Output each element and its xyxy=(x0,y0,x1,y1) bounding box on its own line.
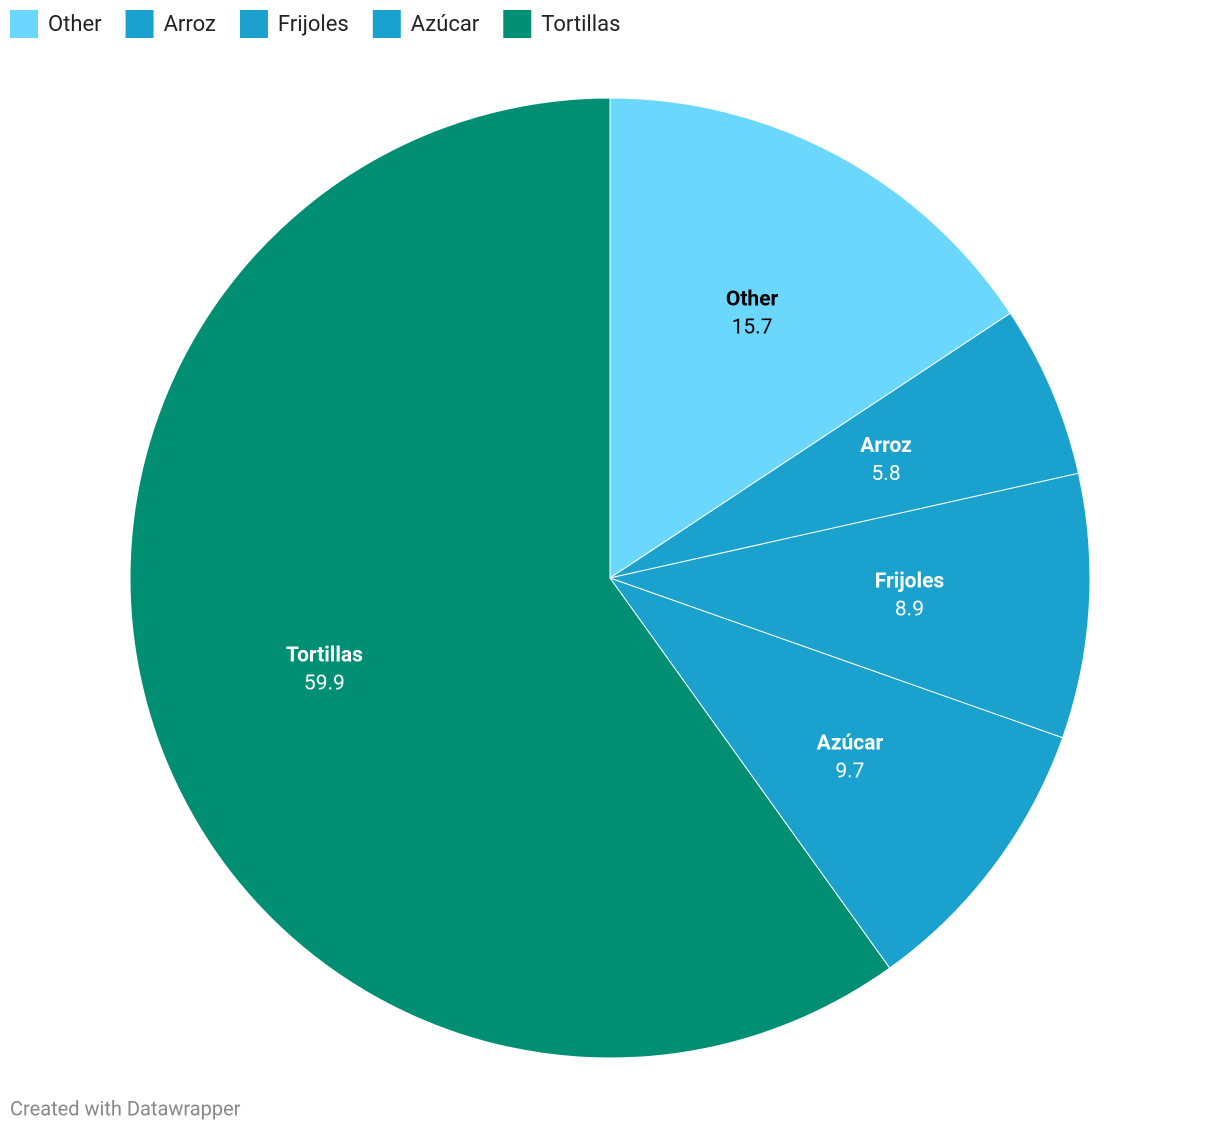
slice-value: 15.7 xyxy=(732,315,773,339)
credit: Created with Datawrapper xyxy=(10,1096,241,1120)
legend-swatch xyxy=(503,10,532,38)
legend-label: Frijoles xyxy=(278,12,349,37)
slice-value: 9.7 xyxy=(835,760,864,784)
slice-label: Other xyxy=(726,287,779,311)
pie-slice xyxy=(608,576,1064,969)
legend-swatch xyxy=(372,10,401,38)
slice-value: 5.8 xyxy=(871,462,900,486)
slice-value: 8.9 xyxy=(895,597,924,621)
legend-label: Other xyxy=(48,12,102,37)
slice-label: Arroz xyxy=(860,434,912,458)
legend-swatch xyxy=(10,10,38,38)
pie-slice xyxy=(608,472,1091,739)
slice-label: Tortillas xyxy=(286,643,363,667)
pie-slice xyxy=(609,312,1080,579)
legend-label: Tortillas xyxy=(541,12,620,37)
slice-label: Frijoles xyxy=(875,569,945,593)
pie-slice xyxy=(609,97,1012,579)
slice-value: 59.9 xyxy=(304,671,345,695)
legend-label: Arroz xyxy=(164,12,216,37)
legend-label: Azúcar xyxy=(411,12,480,37)
legend-swatch xyxy=(125,10,154,38)
slice-label: Azúcar xyxy=(817,732,884,756)
legend-swatch xyxy=(239,10,268,38)
pie-slice xyxy=(129,97,891,1059)
